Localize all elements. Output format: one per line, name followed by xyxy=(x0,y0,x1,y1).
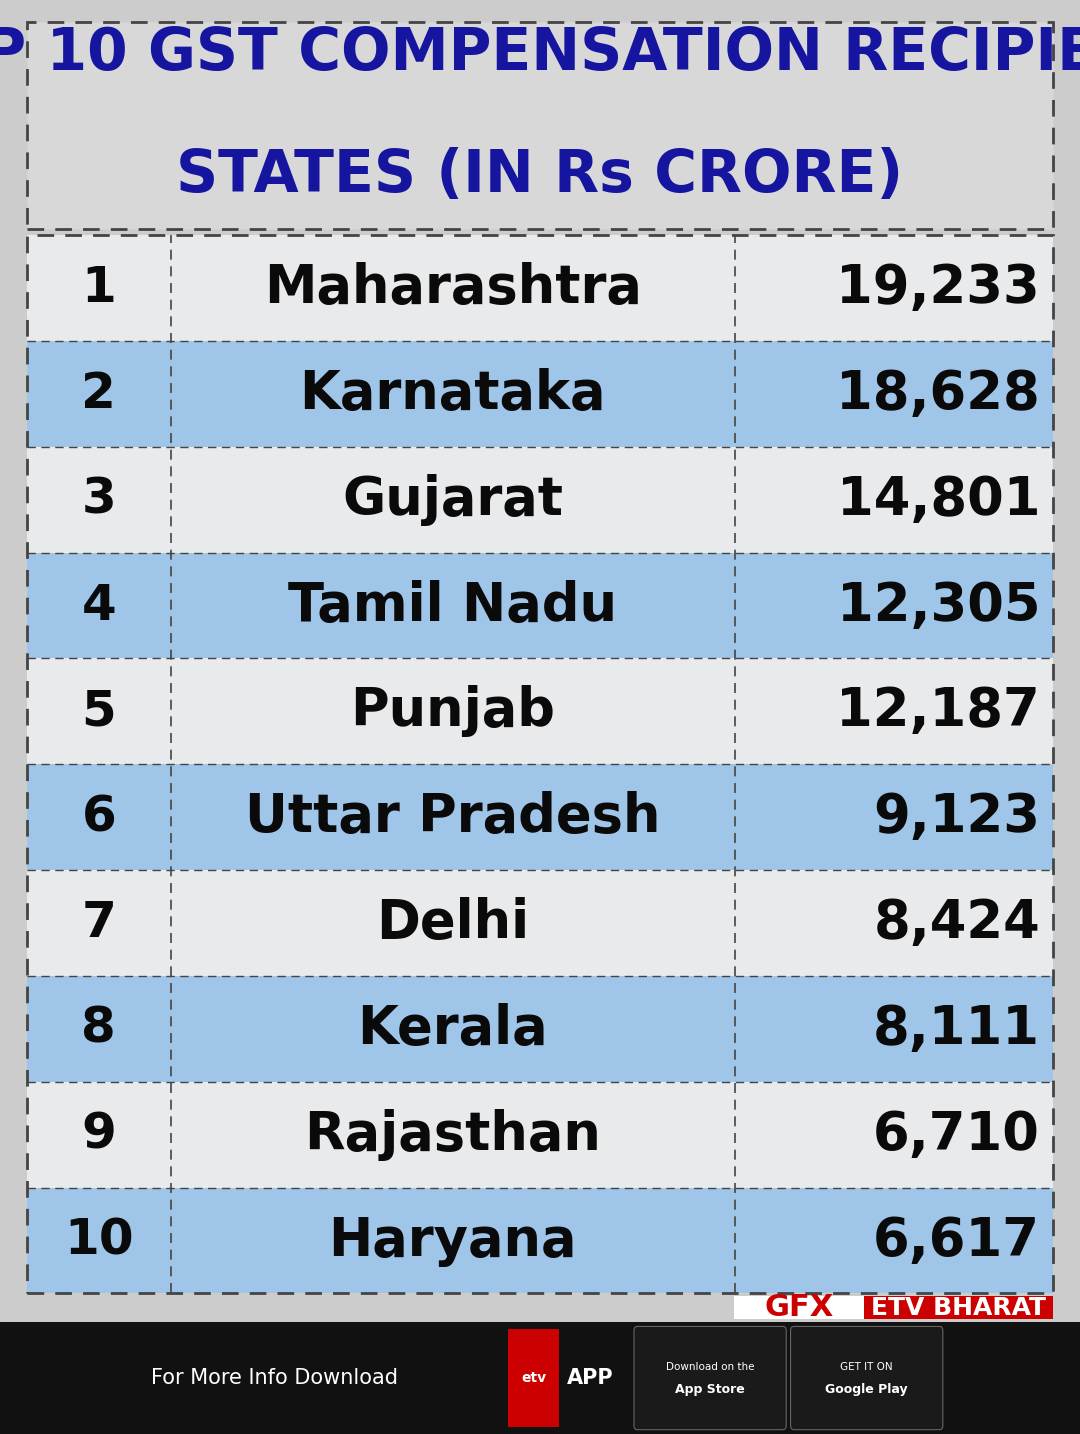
Text: 12,305: 12,305 xyxy=(837,579,1040,631)
Bar xyxy=(864,1296,1053,1319)
Text: App Store: App Store xyxy=(675,1382,745,1397)
Text: 6: 6 xyxy=(81,793,117,842)
FancyBboxPatch shape xyxy=(791,1326,943,1430)
Bar xyxy=(27,447,1053,552)
Text: For More Info Download: For More Info Download xyxy=(151,1368,399,1388)
Bar xyxy=(27,870,1053,977)
Bar xyxy=(27,341,1053,447)
Text: 8,111: 8,111 xyxy=(873,1002,1040,1055)
Text: 6,710: 6,710 xyxy=(873,1108,1040,1160)
Text: Google Play: Google Play xyxy=(825,1382,908,1397)
Text: Punjab: Punjab xyxy=(350,685,555,737)
Bar xyxy=(27,764,1053,870)
Text: 9: 9 xyxy=(81,1111,117,1159)
Text: 10: 10 xyxy=(64,1216,134,1265)
Text: Karnataka: Karnataka xyxy=(299,369,606,420)
Text: 3: 3 xyxy=(81,476,117,523)
Text: 9,123: 9,123 xyxy=(873,792,1040,843)
Text: 12,187: 12,187 xyxy=(836,685,1040,737)
Text: Haryana: Haryana xyxy=(328,1215,577,1266)
Bar xyxy=(27,235,1053,341)
Text: 5: 5 xyxy=(81,687,117,736)
Text: Uttar Pradesh: Uttar Pradesh xyxy=(245,792,661,843)
Bar xyxy=(27,235,1053,1293)
Bar xyxy=(27,658,1053,764)
Text: etv: etv xyxy=(521,1371,546,1385)
Text: STATES (IN Rs CRORE): STATES (IN Rs CRORE) xyxy=(176,148,904,204)
Bar xyxy=(508,1329,559,1427)
Bar xyxy=(0,1322,1080,1434)
Bar xyxy=(27,22,1053,229)
Text: GFX: GFX xyxy=(765,1293,834,1322)
Text: 1: 1 xyxy=(81,264,117,313)
Text: 19,233: 19,233 xyxy=(836,262,1040,314)
Bar xyxy=(27,1187,1053,1293)
Text: TOP 10 GST COMPENSATION RECIPIENT: TOP 10 GST COMPENSATION RECIPIENT xyxy=(0,26,1080,82)
Text: Rajasthan: Rajasthan xyxy=(305,1108,602,1160)
Text: 8: 8 xyxy=(81,1005,117,1053)
Text: Gujarat: Gujarat xyxy=(342,473,564,526)
Text: Delhi: Delhi xyxy=(376,898,529,949)
Text: 14,801: 14,801 xyxy=(837,473,1040,526)
Text: 4: 4 xyxy=(81,582,117,630)
Bar xyxy=(734,1296,864,1319)
Bar xyxy=(27,977,1053,1081)
Text: Maharashtra: Maharashtra xyxy=(264,262,642,314)
Text: Download on the: Download on the xyxy=(666,1362,754,1371)
Text: 18,628: 18,628 xyxy=(836,369,1040,420)
Text: 6,617: 6,617 xyxy=(873,1215,1040,1266)
Bar xyxy=(27,1081,1053,1187)
FancyBboxPatch shape xyxy=(634,1326,786,1430)
Bar xyxy=(27,552,1053,658)
Text: GET IT ON: GET IT ON xyxy=(840,1362,893,1371)
Text: Tamil Nadu: Tamil Nadu xyxy=(288,579,618,631)
Text: 7: 7 xyxy=(81,899,117,946)
Text: 8,424: 8,424 xyxy=(874,898,1040,949)
Text: APP: APP xyxy=(567,1368,613,1388)
Text: Kerala: Kerala xyxy=(357,1002,549,1055)
Text: 2: 2 xyxy=(81,370,117,417)
Text: ETV BHARAT: ETV BHARAT xyxy=(870,1296,1047,1319)
